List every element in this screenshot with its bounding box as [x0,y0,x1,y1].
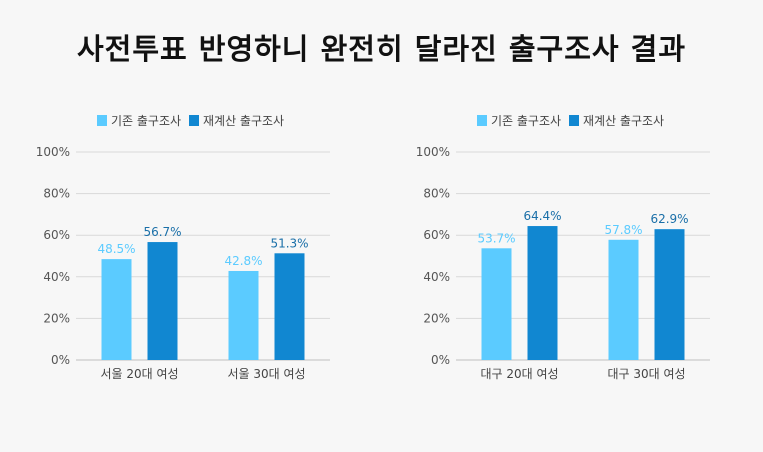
data-label: 48.5% [97,242,135,256]
data-label: 42.8% [224,254,262,268]
bar [481,248,512,360]
data-label: 64.4% [523,209,561,223]
y-tick-label: 20% [423,311,450,325]
data-label: 51.3% [270,236,308,250]
bar [527,226,558,360]
data-label: 57.8% [604,223,642,237]
data-label: 53.7% [477,231,515,245]
y-tick-label: 20% [43,311,70,325]
y-tick-label: 0% [431,353,450,367]
y-tick-label: 100% [416,145,450,159]
y-tick-label: 60% [423,228,450,242]
bar [654,229,685,360]
y-tick-label: 60% [43,228,70,242]
bar [147,242,178,360]
legend-label: 기존 출구조사 [491,114,561,128]
legend-label: 재계산 출구조사 [583,114,664,128]
y-tick-label: 80% [423,187,450,201]
bar [274,253,305,360]
chart-right: 기존 출구조사 재계산 출구조사 0% 20% 40% 60% 80% 100% 53.7% 64… [380,100,760,400]
legend-label: 기존 출구조사 [111,114,181,128]
legend-swatch [189,115,199,126]
y-tick-label: 0% [51,353,70,367]
y-tick-label: 100% [36,145,70,159]
page-title: 사전투표 반영하니 완전히 달라진 출구조사 결과 [76,32,687,66]
legend-swatch [97,115,107,126]
data-label: 56.7% [143,225,181,239]
x-tick-label: 대구 20대 여성 [480,367,558,381]
bar [608,239,639,360]
chart-left: 기존 출구조사 재계산 출구조사 0% 20% 40% 60% 80% 100% 48.5% 56… [0,100,380,400]
y-tick-label: 40% [423,270,450,284]
legend-label: 재계산 출구조사 [203,114,284,128]
chart-left-svg: 기존 출구조사 재계산 출구조사 0% 20% 40% 60% 80% 100% 48.5% 56… [36,114,330,381]
legend-swatch [477,115,487,126]
x-tick-label: 서울 20대 여성 [100,367,178,381]
y-tick-label: 80% [43,187,70,201]
chart-right-svg: 기존 출구조사 재계산 출구조사 0% 20% 40% 60% 80% 100% 53.7% 64… [416,114,710,381]
legend-swatch [569,115,579,126]
bar [228,270,259,360]
bar [101,259,132,360]
data-label: 62.9% [650,212,688,226]
y-tick-label: 40% [43,270,70,284]
x-tick-label: 서울 30대 여성 [227,367,305,381]
x-tick-label: 대구 30대 여성 [607,367,685,381]
